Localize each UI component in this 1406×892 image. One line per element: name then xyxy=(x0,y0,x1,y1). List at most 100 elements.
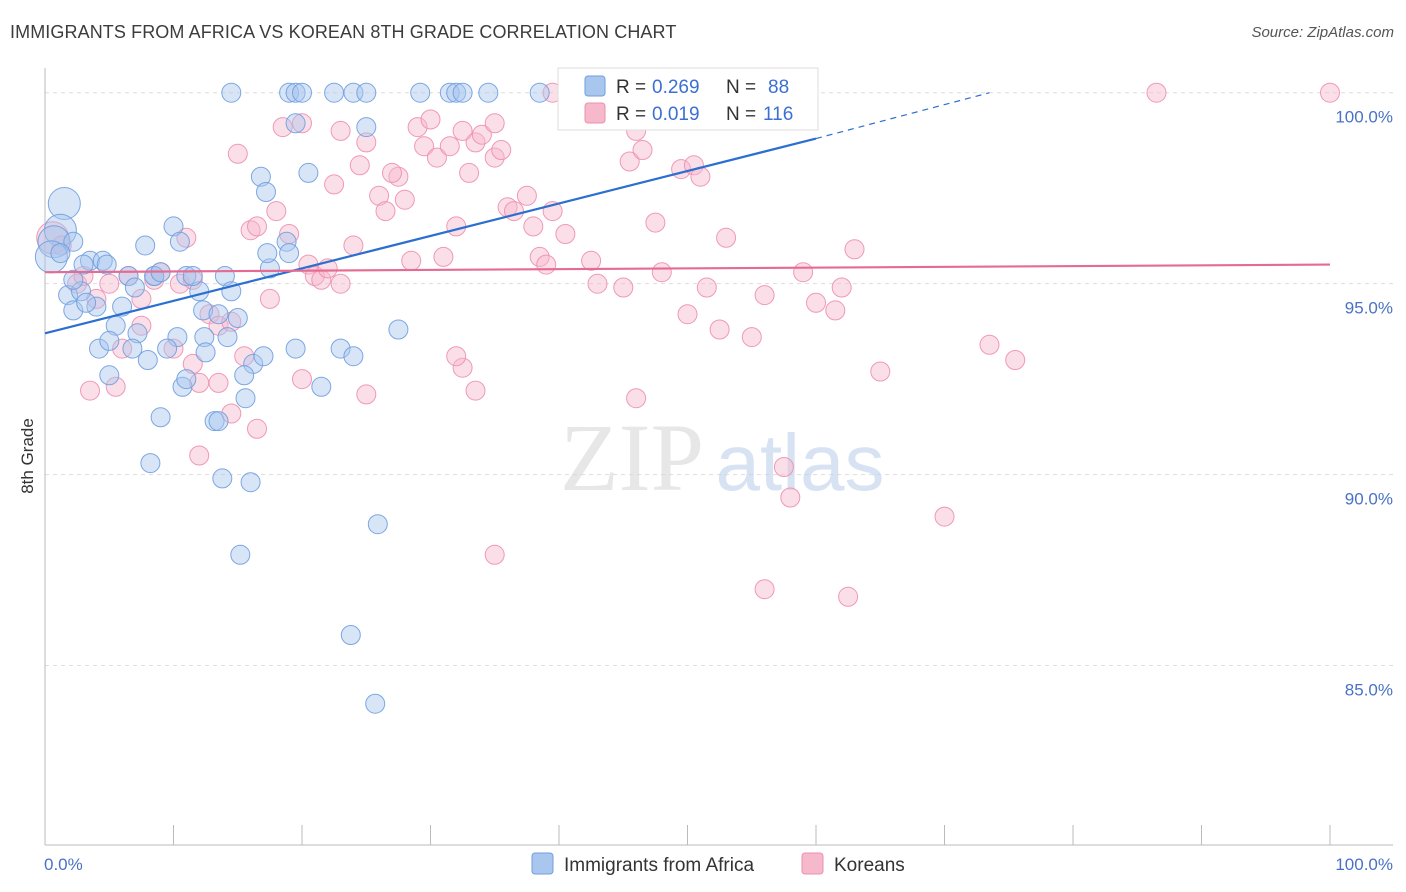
legend-swatch-africa xyxy=(584,75,606,97)
legend-korean-n-value: 116 xyxy=(763,104,793,125)
korean-point xyxy=(105,376,126,397)
y-tick-label: 85.0% xyxy=(1345,681,1393,700)
korean-point xyxy=(504,201,524,222)
korean-point xyxy=(266,201,287,222)
africa-point xyxy=(167,327,188,348)
legend-korean-r-label: R = xyxy=(616,104,646,125)
africa-point xyxy=(279,243,300,264)
korean-point xyxy=(696,277,717,298)
africa-point xyxy=(259,258,280,279)
korean-point xyxy=(780,487,801,508)
africa-point xyxy=(221,82,242,103)
africa-point xyxy=(311,376,332,397)
korean-point xyxy=(934,506,955,527)
korean-point xyxy=(555,224,576,244)
africa-point xyxy=(194,327,215,348)
korean-point xyxy=(407,117,428,138)
africa-point xyxy=(356,117,377,138)
axes xyxy=(44,68,1393,846)
africa-point xyxy=(63,269,84,290)
korean-point xyxy=(446,216,467,237)
y-tick-labels: 85.0% 90.0% 95.0% 100.0% xyxy=(1335,108,1393,700)
korean-point xyxy=(613,277,634,298)
korean-point xyxy=(208,372,229,393)
y-axis-label: 8th Grade xyxy=(18,418,37,494)
africa-point xyxy=(195,342,216,363)
korean-point xyxy=(459,162,480,183)
bottom-legend-swatch-africa xyxy=(531,852,554,875)
korean-point xyxy=(176,227,197,248)
korean-point xyxy=(619,151,640,172)
africa-point xyxy=(298,162,319,183)
africa-point xyxy=(446,82,467,103)
korean-point xyxy=(741,327,762,348)
chart-title: IMMIGRANTS FROM AFRICA VS KOREAN 8TH GRA… xyxy=(10,22,677,42)
korean-point xyxy=(1005,350,1026,370)
bottom-legend-label-africa: Immigrants from Africa xyxy=(564,855,754,876)
africa-point xyxy=(99,330,120,351)
africa-point xyxy=(227,308,248,328)
korean-point xyxy=(247,216,267,237)
korean-point xyxy=(581,250,602,271)
africa-point xyxy=(71,281,91,302)
korean-point xyxy=(838,586,859,607)
korean-point xyxy=(1146,82,1167,103)
korean-point xyxy=(349,155,370,176)
bottom-legend-swatch-korean xyxy=(801,852,824,875)
korean-point xyxy=(844,239,865,260)
africa-point xyxy=(140,453,161,474)
korean-point xyxy=(465,132,486,153)
korean-point xyxy=(1320,82,1340,103)
korean-point xyxy=(439,136,460,157)
africa-point xyxy=(324,82,345,103)
korean-points xyxy=(36,82,1340,607)
africa-point xyxy=(285,338,306,359)
korean-point xyxy=(484,113,505,134)
korean-point xyxy=(536,254,557,275)
legend-korean-n-label: N = xyxy=(726,104,756,125)
korean-point xyxy=(529,246,550,267)
africa-point xyxy=(58,285,79,306)
legend-africa-n-value: 88 xyxy=(768,77,789,98)
korean-point xyxy=(221,403,242,424)
series-legend: Immigrants from Africa Koreans xyxy=(531,852,905,876)
africa-trend-line-extension xyxy=(815,92,990,140)
africa-point xyxy=(235,388,256,409)
stats-legend: R = 0.269 N = 88 R = 0.019 N = 116 xyxy=(557,67,819,131)
korean-point xyxy=(716,227,737,248)
africa-point xyxy=(292,82,312,103)
africa-point xyxy=(365,693,386,714)
africa-point xyxy=(230,544,251,565)
africa-point xyxy=(137,350,158,370)
korean-point xyxy=(831,277,852,298)
y-tick-label: 90.0% xyxy=(1345,490,1393,509)
africa-point xyxy=(208,411,229,432)
korean-point xyxy=(259,288,280,309)
africa-point xyxy=(367,514,388,535)
africa-point xyxy=(250,166,271,187)
korean-point xyxy=(452,357,473,378)
africa-point xyxy=(212,468,233,489)
africa-point xyxy=(257,243,278,264)
africa-point xyxy=(43,213,77,247)
africa-point xyxy=(92,250,113,271)
korean-point xyxy=(401,250,422,271)
korean-point xyxy=(433,246,454,267)
africa-point xyxy=(169,231,190,252)
korean-point xyxy=(388,166,409,187)
korean-point xyxy=(356,384,377,405)
korean-point xyxy=(169,273,190,294)
africa-points xyxy=(34,82,550,714)
source-label: Source: ZipAtlas.com xyxy=(1251,24,1394,41)
korean-point xyxy=(420,109,441,130)
africa-point xyxy=(127,323,148,344)
korean-point xyxy=(793,262,814,283)
africa-point xyxy=(76,292,97,313)
korean-point xyxy=(330,273,351,294)
korean-point xyxy=(99,273,120,294)
x-tick-label-min: 0.0% xyxy=(44,855,83,874)
africa-point xyxy=(112,296,133,317)
korean-point xyxy=(414,136,435,157)
korean-point xyxy=(632,140,653,160)
korean-point xyxy=(465,380,486,401)
